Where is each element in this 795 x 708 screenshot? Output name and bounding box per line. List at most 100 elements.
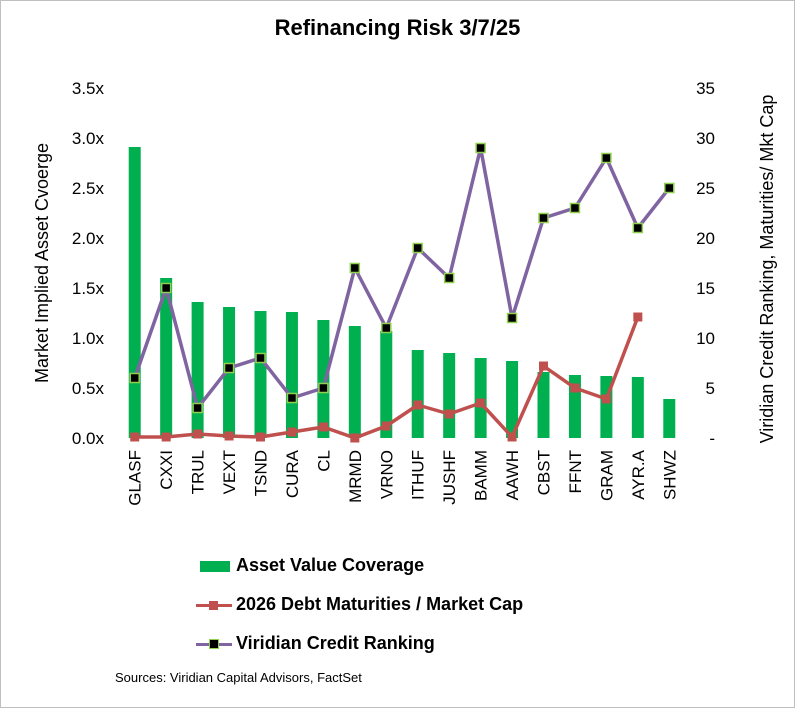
debt-maturities-point [601, 394, 611, 404]
debt-maturities-point [633, 312, 643, 322]
debt-maturities-point [161, 432, 171, 442]
legend-line-swatch [196, 595, 232, 615]
debt-maturities-point [507, 432, 517, 442]
category-label: MRMD [346, 450, 365, 503]
category-label: ITHUF [409, 450, 428, 500]
right-tick-label: 25 [696, 179, 715, 198]
source-note: Sources: Viridian Capital Advisors, Fact… [115, 670, 362, 685]
category-label: FFNT [566, 450, 585, 493]
debt-maturities-point [350, 433, 360, 443]
right-tick-label: 20 [696, 229, 715, 248]
debt-maturities-point [224, 431, 234, 441]
category-label: GRAM [597, 450, 616, 501]
debt-maturities-point [130, 432, 140, 442]
left-tick-label: 3.0x [72, 129, 105, 148]
right-tick-label: - [709, 429, 715, 448]
right-tick-label: 15 [696, 279, 715, 298]
left-tick-label: 2.5x [72, 179, 105, 198]
bar [663, 399, 676, 438]
debt-maturities-point [256, 432, 265, 442]
bar [254, 311, 267, 438]
credit-ranking-point [601, 152, 612, 164]
credit-ranking-point [412, 242, 423, 254]
chart-title: Refinancing Risk 3/7/25 [274, 15, 521, 40]
right-tick-label: 5 [706, 379, 715, 398]
bar [631, 377, 644, 438]
credit-ranking-point [255, 352, 266, 364]
credit-ranking-point [506, 312, 518, 324]
legend-label: Asset Value Coverage [236, 555, 425, 575]
credit-ranking-point [632, 222, 644, 234]
category-label: CXXI [157, 450, 176, 490]
left-tick-label: 3.5x [72, 79, 105, 98]
debt-maturities-point [318, 422, 328, 432]
category-label: CURA [283, 449, 302, 498]
legend-item-asset-value-coverage: Asset Value Coverage [196, 546, 523, 585]
credit-ranking-point [318, 382, 329, 394]
legend-label: Viridian Credit Ranking [236, 633, 435, 653]
left-tick-label: 0.5x [72, 379, 105, 398]
category-label: CL [314, 450, 333, 472]
debt-maturities-point [444, 409, 454, 419]
bar [285, 312, 298, 438]
left-tick-label: 1.0x [72, 329, 105, 348]
bar [537, 372, 550, 438]
category-label: AYR.A [629, 449, 648, 499]
category-label: GLASF [126, 450, 145, 506]
debt-maturities-point [570, 383, 580, 393]
legend-line-swatch [196, 634, 232, 654]
credit-ranking-point [475, 142, 486, 154]
bar [380, 331, 393, 438]
left-tick-label: 1.5x [72, 279, 105, 298]
bar [191, 302, 204, 438]
credit-ranking-line [133, 146, 671, 410]
category-label: SHWZ [660, 450, 679, 500]
legend-item-credit-ranking: Viridian Credit Ranking [196, 624, 523, 663]
bar [128, 147, 141, 438]
bar [317, 320, 330, 438]
credit-ranking-point [223, 362, 235, 374]
bar [348, 326, 361, 438]
bar [474, 358, 487, 438]
left-tick-label: 2.0x [72, 229, 105, 248]
bar [160, 278, 173, 438]
bar [443, 353, 456, 438]
legend-bar-swatch [196, 556, 232, 576]
debt-maturities-point [287, 427, 297, 437]
credit-ranking-point [192, 402, 203, 414]
category-label: BAMM [472, 450, 491, 501]
debt-maturities-point [539, 361, 548, 371]
credit-ranking-point [160, 282, 172, 294]
left-tick-label: 0.0x [72, 429, 105, 448]
category-label: VEXT [220, 450, 239, 494]
credit-ranking-point [569, 202, 581, 214]
debt-maturities-point [193, 429, 203, 439]
legend: Asset Value Coverage 2026 Debt Maturitie… [196, 546, 523, 663]
chart-svg: 0.0x 0.5x 1.0x 1.5x 2.0x 2.5x 3.0x 3.5x - 5 10 15 20… [32, 79, 777, 506]
credit-ranking-point [349, 262, 361, 274]
credit-ranking-point [538, 212, 549, 224]
credit-ranking-point [286, 392, 298, 404]
right-axis-title: Viridian Credit Ranking, Maturities/ Mkt… [757, 95, 777, 444]
left-axis-title: Market Implied Asset Cvoerge [32, 143, 52, 383]
bar [411, 350, 424, 438]
category-label: VRNO [377, 450, 396, 499]
debt-maturities-point [476, 398, 486, 408]
bar [506, 361, 519, 438]
right-tick-label: 10 [696, 329, 715, 348]
category-label: CBST [535, 450, 554, 495]
right-tick-label: 30 [696, 129, 715, 148]
legend-label: 2026 Debt Maturities / Market Cap [236, 594, 524, 614]
right-tick-label: 35 [696, 79, 715, 98]
credit-ranking-point [443, 272, 455, 284]
credit-ranking-point [129, 372, 140, 384]
category-label: TSND [252, 450, 271, 496]
credit-ranking-point [381, 322, 392, 334]
legend-item-debt-maturities: 2026 Debt Maturities / Market Cap [196, 585, 523, 624]
category-label: JUSHF [440, 450, 459, 505]
debt-maturities-point [413, 400, 423, 410]
category-label: TRUL [189, 450, 208, 494]
credit-ranking-point [664, 182, 675, 194]
category-label: AAWH [503, 450, 522, 500]
